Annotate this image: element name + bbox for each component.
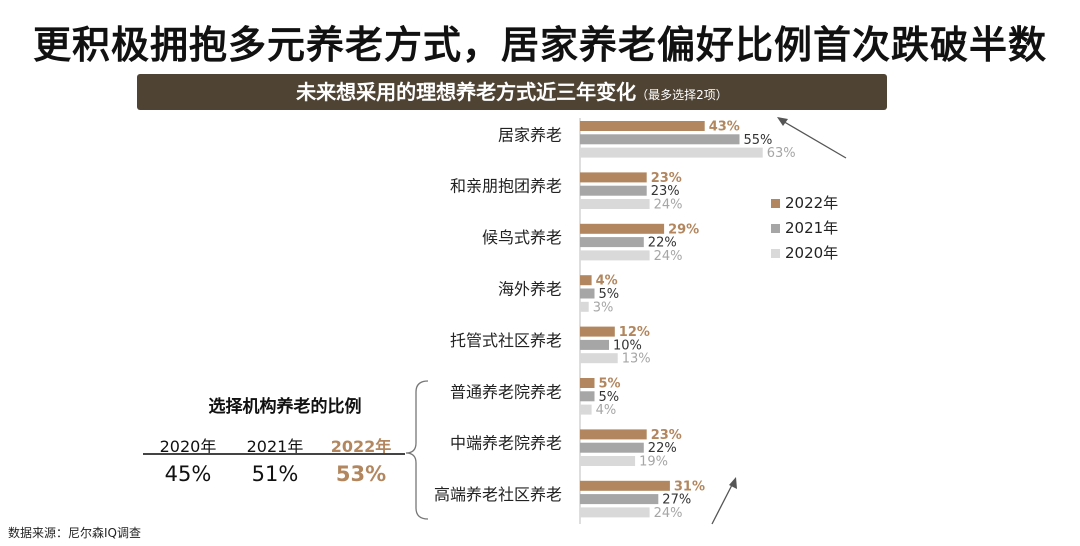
- category-label: 和亲朋抱团养老: [450, 177, 562, 196]
- up-trend-arrow-head: [729, 477, 737, 489]
- bar-2022: [580, 275, 592, 286]
- bar-2020: [580, 147, 763, 158]
- value-label-2020: 24%: [654, 198, 683, 213]
- bar-2022: [580, 378, 595, 388]
- category-label: 居家养老: [498, 125, 562, 144]
- legend-label-2021: 2021年: [785, 219, 838, 237]
- institution-value-2022: 53%: [335, 462, 387, 486]
- value-label-2022: 31%: [674, 479, 705, 494]
- chart-banner: [137, 74, 887, 110]
- legend-label-2020: 2020年: [785, 244, 838, 262]
- value-label-2021: 23%: [651, 184, 680, 199]
- value-label-2020: 4%: [596, 403, 617, 418]
- legend-label-2022: 2022年: [785, 194, 838, 212]
- value-label-2020: 3%: [593, 300, 614, 315]
- institution-year-2020: 2020年: [159, 437, 217, 456]
- value-label-2021: 5%: [599, 287, 620, 302]
- institution-year-2021: 2021年: [246, 437, 304, 456]
- bar-2021: [580, 442, 644, 453]
- category-label: 海外养老: [498, 280, 562, 299]
- value-label-2022: 23%: [651, 428, 682, 443]
- up-trend-arrow-line: [711, 482, 734, 525]
- bar-2020: [580, 301, 589, 312]
- category-label: 中端养老院养老: [450, 434, 562, 453]
- bar-2021: [580, 391, 595, 402]
- value-label-2022: 23%: [651, 171, 682, 186]
- value-label-2021: 22%: [648, 236, 677, 251]
- category-label: 候鸟式养老: [482, 228, 562, 247]
- bar-2022: [580, 326, 615, 337]
- value-label-2022: 12%: [619, 325, 650, 340]
- bar-2021: [580, 339, 609, 350]
- value-label-2022: 4%: [596, 274, 618, 289]
- institution-year-2022: 2022年: [330, 437, 392, 456]
- chart-banner-text: 未来想采用的理想养老方式近三年变化（最多选择2项）: [137, 74, 887, 110]
- bar-2022: [580, 121, 705, 131]
- bar-2022: [580, 429, 647, 440]
- value-label-2021: 55%: [744, 133, 773, 148]
- institution-value-2020: 45%: [164, 462, 212, 486]
- bar-2020: [580, 404, 592, 415]
- bar-2021: [580, 185, 647, 196]
- value-label-2021: 22%: [648, 441, 677, 456]
- bar-2021: [580, 288, 595, 299]
- page-title: 更积极拥抱多元养老方式，居家养老偏好比例首次跌破半数: [32, 23, 1047, 67]
- bar-2021: [580, 494, 659, 505]
- value-label-2021: 10%: [613, 338, 642, 353]
- data-source: 数据来源：尼尔森IQ调查: [8, 526, 141, 540]
- legend-swatch-2020: [771, 249, 780, 258]
- value-label-2022: 29%: [668, 222, 699, 237]
- value-label-2022: 5%: [599, 377, 621, 392]
- category-label: 普通养老院养老: [450, 382, 562, 401]
- down-trend-arrow-head: [777, 117, 788, 126]
- value-label-2020: 19%: [639, 455, 668, 470]
- institution-value-2021: 51%: [251, 462, 299, 486]
- institution-title: 选择机构养老的比例: [208, 397, 362, 417]
- bar-2020: [580, 507, 650, 518]
- chart-title: 未来想采用的理想养老方式近三年变化: [296, 80, 637, 104]
- institution-divider: [143, 453, 405, 455]
- legend-swatch-2022: [771, 199, 780, 208]
- bar-2021: [580, 237, 644, 248]
- value-label-2020: 63%: [767, 146, 796, 161]
- value-label-2020: 24%: [654, 249, 683, 264]
- institution-bracket: [405, 380, 429, 520]
- category-label: 托管式社区养老: [450, 331, 562, 350]
- value-label-2020: 24%: [654, 506, 683, 521]
- bar-2022: [580, 172, 647, 183]
- chart-subtitle: （最多选择2项）: [636, 88, 728, 102]
- bar-2020: [580, 353, 618, 364]
- value-label-2022: 43%: [709, 120, 740, 135]
- value-label-2021: 27%: [662, 493, 691, 508]
- bar-2022: [580, 480, 670, 491]
- down-trend-arrow-line: [780, 119, 847, 159]
- legend-swatch-2021: [771, 224, 780, 233]
- category-label: 高端养老社区养老: [434, 485, 562, 504]
- value-label-2021: 5%: [599, 390, 620, 405]
- bar-2020: [580, 456, 636, 466]
- bar-2022: [580, 223, 665, 234]
- value-label-2020: 13%: [622, 352, 651, 367]
- bar-2020: [580, 199, 650, 209]
- bar-2020: [580, 250, 650, 261]
- bar-2021: [580, 134, 740, 145]
